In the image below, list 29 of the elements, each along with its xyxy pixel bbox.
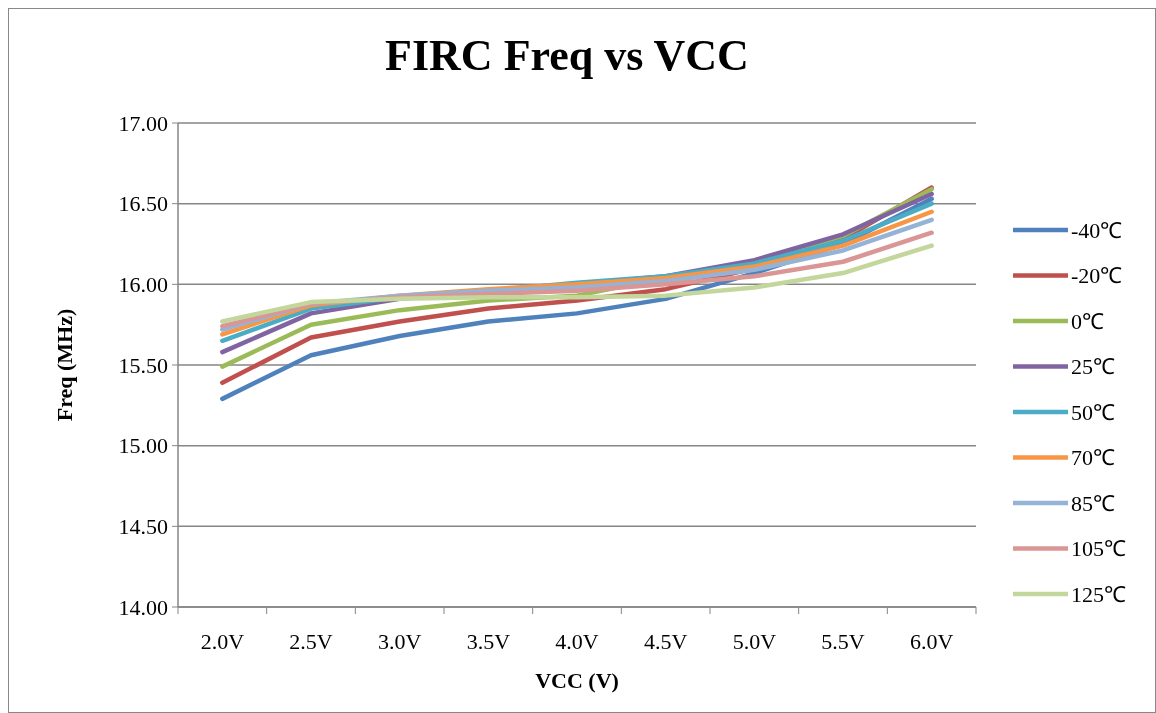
- y-tick-label: 15.50: [118, 352, 168, 378]
- legend-label: 105℃: [1071, 536, 1126, 562]
- x-tick-label: 6.0V: [909, 629, 954, 654]
- y-tick-label: 16.50: [118, 191, 168, 217]
- x-tick-label: 4.5V: [643, 629, 688, 654]
- y-tick-label: 16.00: [118, 272, 168, 298]
- legend-label: -20℃: [1071, 263, 1123, 289]
- y-tick-label: 14.00: [118, 594, 168, 620]
- legend-label: 0℃: [1071, 308, 1104, 334]
- x-tick-label: 2.5V: [289, 629, 333, 654]
- line-series: [220, 243, 934, 324]
- y-axis-title: Freq (MHz): [52, 308, 77, 422]
- legend-label: 25℃: [1071, 354, 1115, 380]
- legend-label: 125℃: [1071, 581, 1126, 607]
- x-tick-label: 5.0V: [732, 629, 777, 654]
- x-tick-label: 5.5V: [821, 629, 865, 654]
- y-tick-label: 14.50: [118, 514, 168, 540]
- legend-label: 70℃: [1071, 445, 1115, 471]
- x-tick-label: 2.0V: [200, 629, 245, 654]
- x-tick-label: 3.0V: [377, 629, 422, 654]
- x-tick-label: 4.0V: [555, 629, 599, 654]
- chart-title: FIRC Freq vs VCC: [385, 31, 749, 80]
- x-tick-label: 3.5V: [466, 629, 511, 654]
- x-axis-title: VCC (V): [535, 668, 619, 693]
- y-tick-label: 17.00: [118, 110, 168, 136]
- y-tick-label: 15.00: [118, 433, 168, 459]
- legend-label: -40℃: [1071, 217, 1123, 243]
- legend-label: 50℃: [1071, 399, 1115, 425]
- legend-label: 85℃: [1071, 490, 1115, 516]
